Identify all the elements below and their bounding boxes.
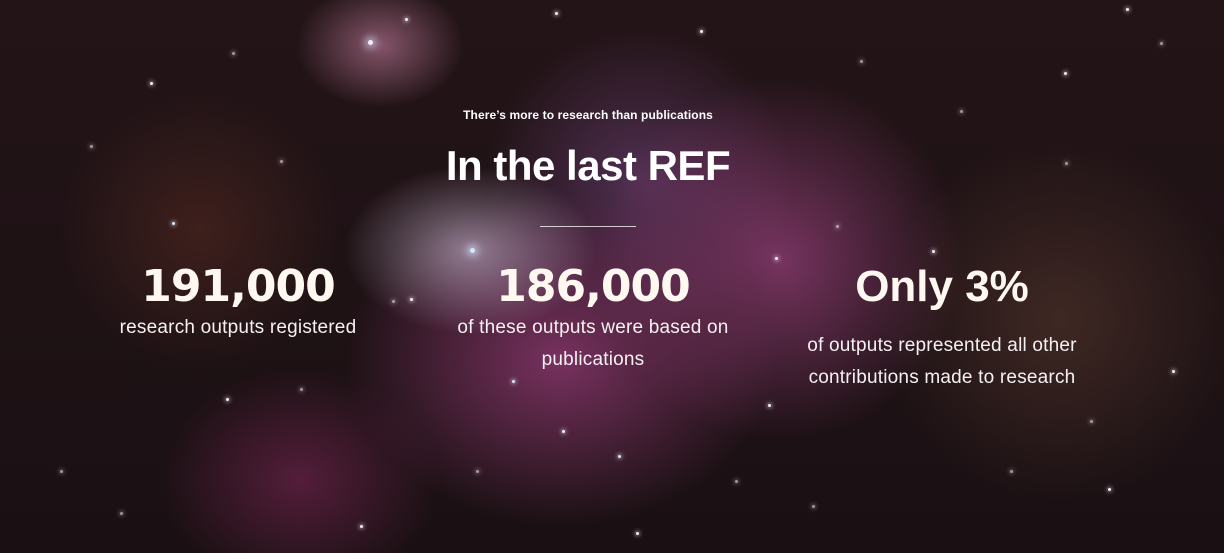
star (1010, 470, 1013, 473)
star (368, 40, 373, 45)
star (226, 398, 229, 401)
star (1172, 370, 1175, 373)
star (735, 480, 738, 483)
star (836, 225, 839, 228)
star (700, 30, 703, 33)
star (1065, 162, 1068, 165)
star (860, 60, 863, 63)
star (280, 160, 283, 163)
star (360, 525, 363, 528)
star (1160, 42, 1163, 45)
star (1126, 8, 1129, 11)
star (60, 470, 63, 473)
star (618, 455, 621, 458)
star (932, 250, 935, 253)
star (476, 470, 479, 473)
star (555, 12, 558, 15)
eyebrow-text: There’s more to research than publicatio… (463, 108, 713, 122)
star (960, 110, 963, 113)
star (90, 145, 93, 148)
star (172, 222, 175, 225)
star (150, 82, 153, 85)
stat-value: 186,000 (496, 261, 690, 312)
star (120, 512, 123, 515)
star (768, 404, 771, 407)
title-divider (540, 226, 636, 227)
stat-research-outputs: 191,000 research outputs registered (88, 262, 388, 344)
stat-description: research outputs registered (119, 317, 357, 338)
star (1064, 72, 1067, 75)
stat-description: of these outputs were based on publicati… (457, 317, 729, 370)
stat-value: Only 3% (855, 262, 1029, 311)
star (1108, 488, 1111, 491)
star (405, 18, 408, 21)
section-title: In the last REF (445, 142, 731, 189)
star (636, 532, 639, 535)
star (232, 52, 235, 55)
stat-value: 191,000 (141, 261, 335, 312)
star (300, 388, 303, 391)
star (410, 298, 413, 301)
star (1090, 420, 1093, 423)
stat-other-contributions: Only 3% of outputs represented all other… (790, 262, 1094, 394)
stat-description: of outputs represented all other contrib… (807, 335, 1077, 388)
star (812, 505, 815, 508)
stat-publication-outputs: 186,000 of these outputs were based on p… (418, 262, 768, 376)
star (775, 257, 778, 260)
star (392, 300, 395, 303)
star (562, 430, 565, 433)
star (512, 380, 515, 383)
star (470, 248, 475, 253)
